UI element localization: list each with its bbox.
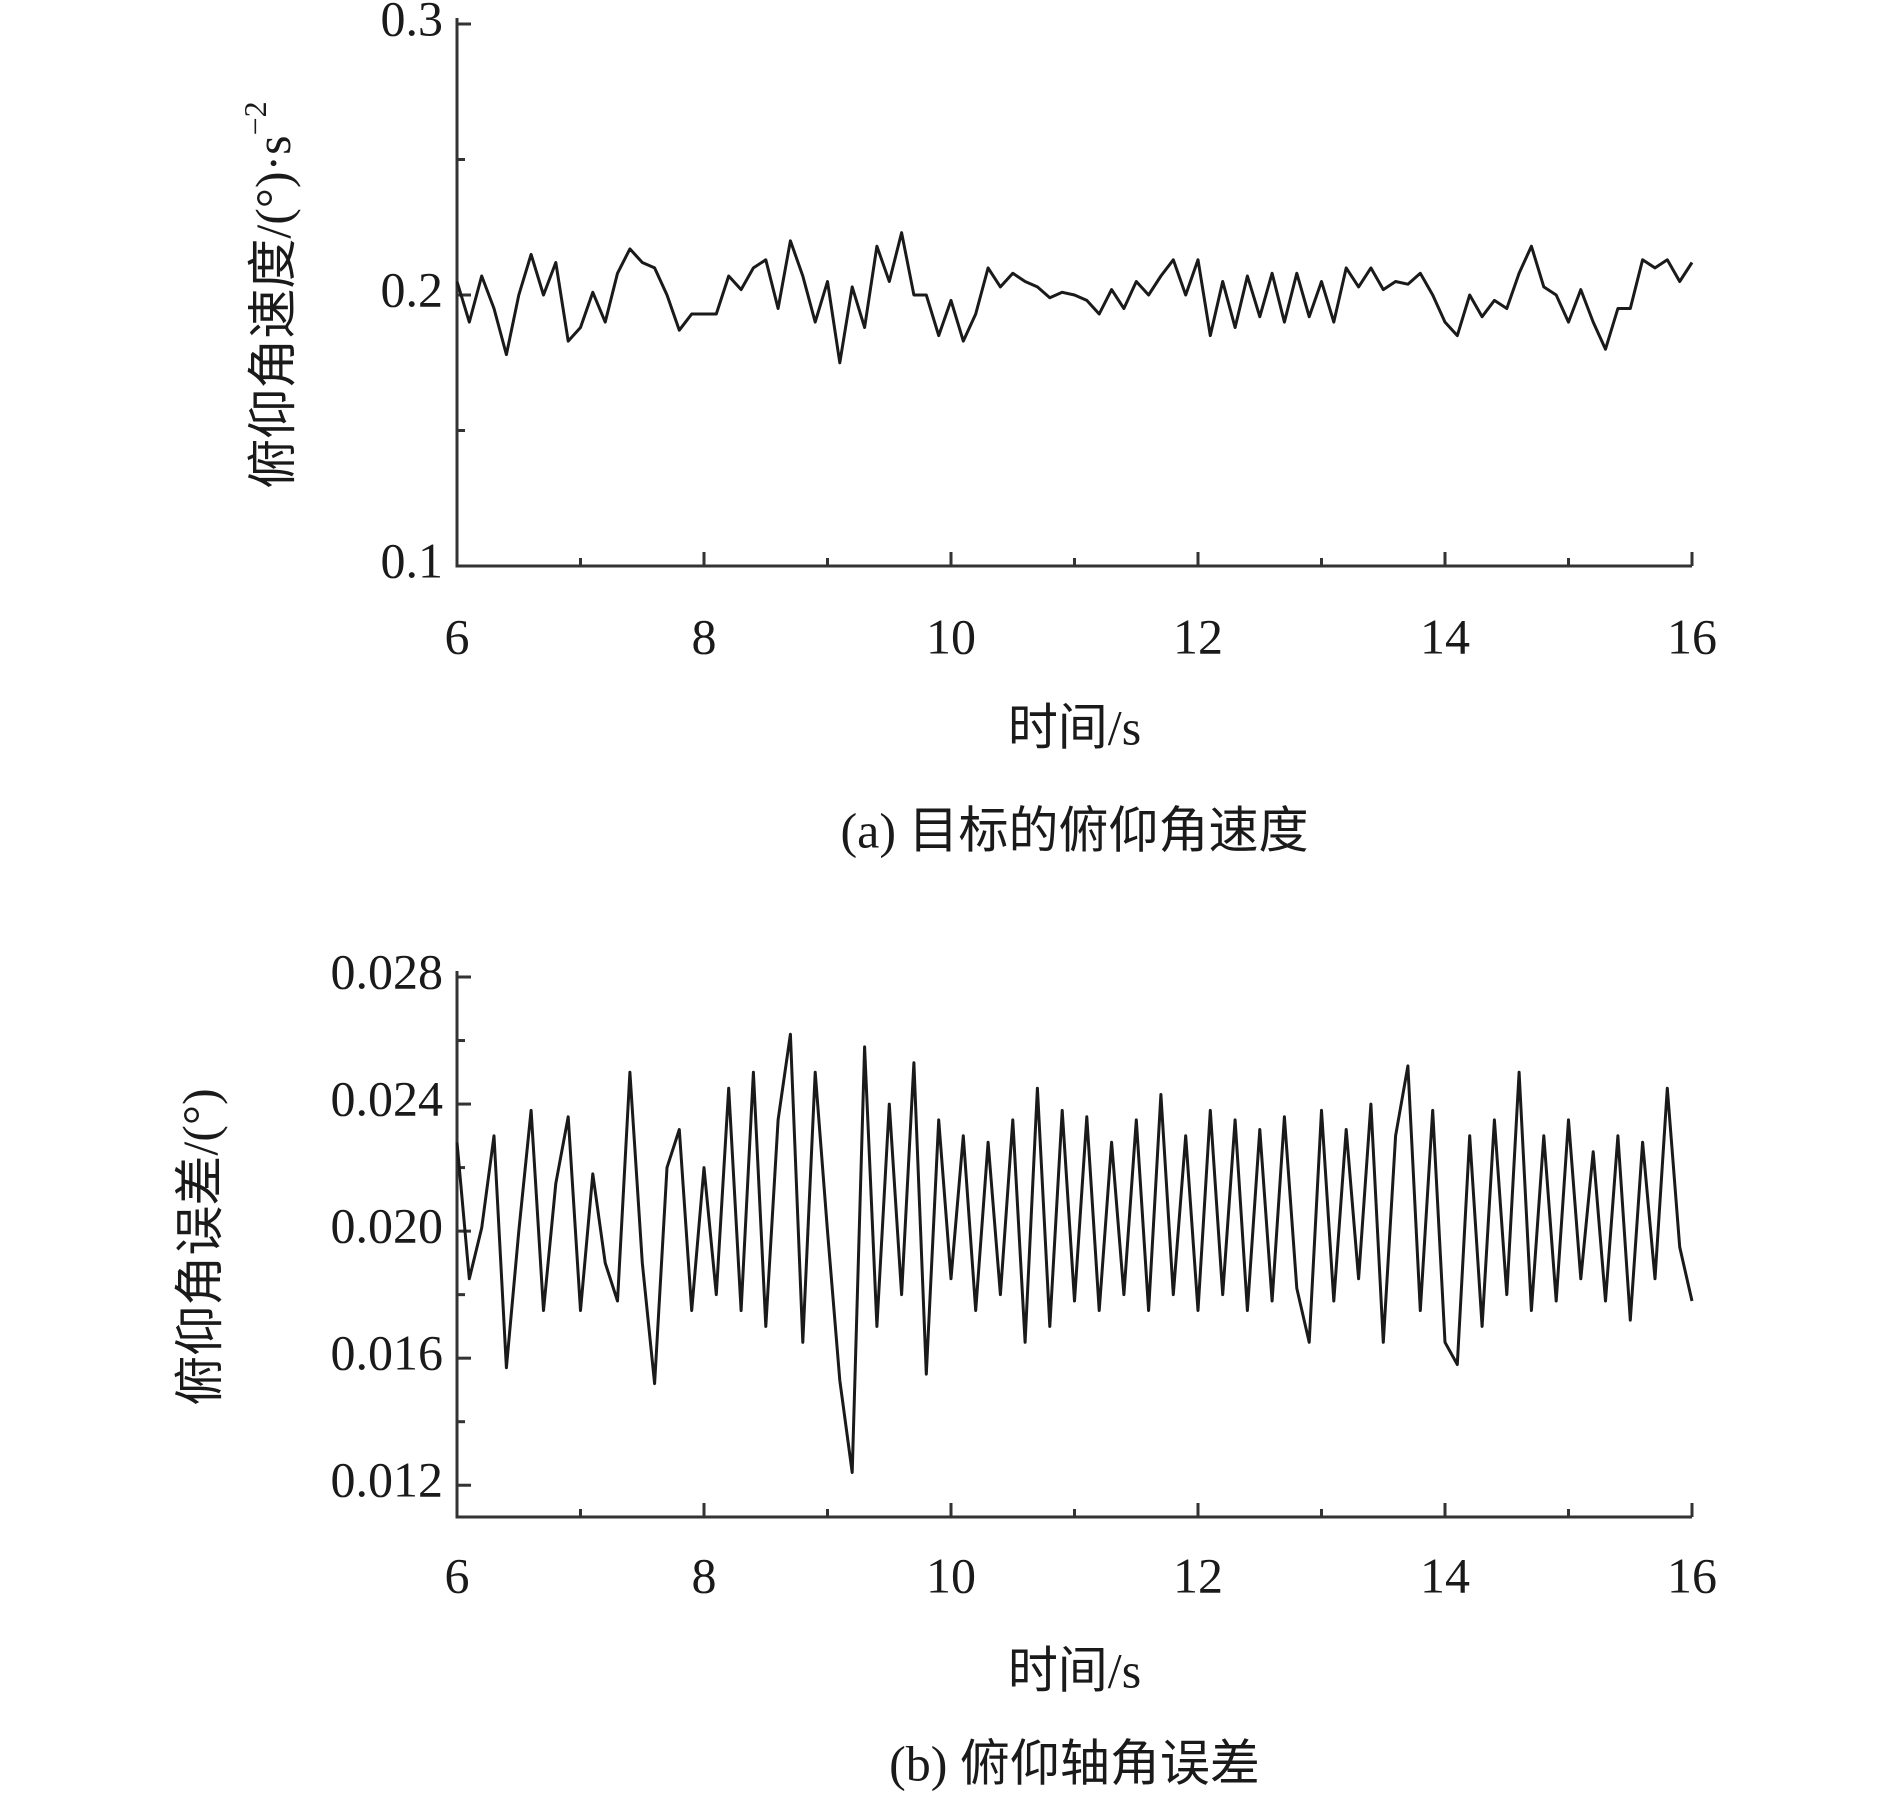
y-tick-label: 0.3 <box>381 0 444 46</box>
y-tick-label: 0.016 <box>331 1325 444 1381</box>
x-tick-label: 8 <box>692 608 717 664</box>
x-tick-label: 10 <box>926 608 976 664</box>
y-tick-label: 0.028 <box>331 943 444 999</box>
x-axis-label: 时间/s <box>1008 699 1141 755</box>
y-tick-label: 0.2 <box>381 261 444 317</box>
y-axis-label: 俯仰角速度/(°)·s−2 <box>237 101 301 488</box>
x-tick-label: 16 <box>1667 608 1717 664</box>
x-tick-label: 14 <box>1420 608 1470 664</box>
y-tick-label: 0.1 <box>381 532 444 588</box>
y-tick-label: 0.024 <box>331 1071 444 1127</box>
x-tick-label: 14 <box>1420 1547 1470 1603</box>
x-tick-label: 12 <box>1173 608 1223 664</box>
x-tick-label: 16 <box>1667 1547 1717 1603</box>
y-axis-label-sup: −2 <box>237 101 273 135</box>
x-tick-label: 10 <box>926 1547 976 1603</box>
x-tick-label: 12 <box>1173 1547 1223 1603</box>
x-axis-label: 时间/s <box>1008 1642 1141 1698</box>
x-tick-label: 6 <box>445 1547 470 1603</box>
y-axis-label: 俯仰角误差/(°) <box>172 1088 228 1405</box>
data-line <box>455 231 1694 365</box>
caption: (b) 俯仰轴角误差 <box>889 1735 1260 1791</box>
y-tick-label: 0.012 <box>331 1452 444 1508</box>
axes <box>455 18 1692 568</box>
y-axis-label-text: 俯仰角误差/(°) <box>172 1088 228 1405</box>
y-tick-label: 0.020 <box>331 1198 444 1254</box>
caption: (a) 目标的俯仰角速度 <box>841 802 1309 858</box>
y-axis-label-text: 俯仰角速度/(°)·s <box>245 135 301 488</box>
data-line <box>455 1032 1694 1474</box>
x-tick-label: 8 <box>692 1547 717 1603</box>
x-tick-label: 6 <box>445 608 470 664</box>
